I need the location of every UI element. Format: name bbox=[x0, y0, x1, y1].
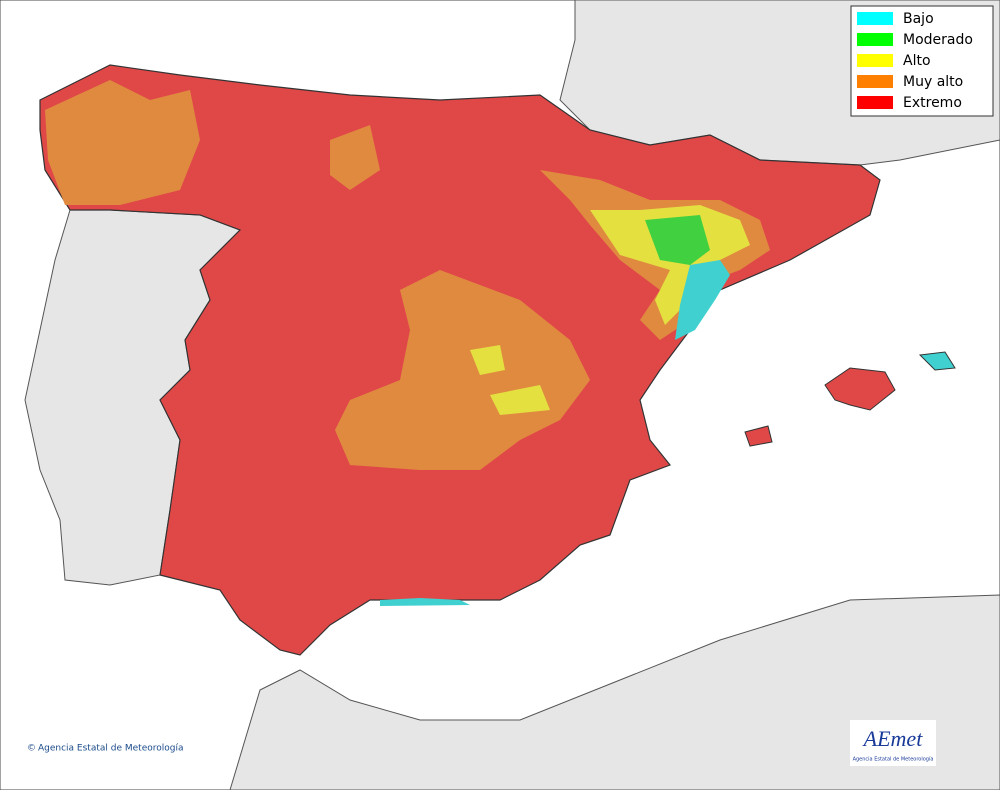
footer-text: Agencia Estatal de Meteorología bbox=[38, 744, 184, 754]
legend-label: Extremo bbox=[903, 95, 962, 111]
legend-swatch bbox=[857, 12, 893, 25]
ebro-green bbox=[645, 215, 710, 265]
center-patch bbox=[335, 270, 590, 470]
menorca bbox=[918, 351, 956, 371]
north-patch bbox=[330, 125, 380, 190]
legend-swatch bbox=[857, 96, 893, 109]
coast-cyan bbox=[675, 260, 730, 340]
legend-swatch bbox=[857, 75, 893, 88]
africa bbox=[229, 594, 1000, 790]
legend-label: Alto bbox=[903, 53, 931, 69]
center-yellow bbox=[470, 345, 550, 415]
ibiza bbox=[744, 425, 773, 447]
logo-box bbox=[850, 720, 936, 766]
mallorca bbox=[824, 367, 896, 411]
legend: Bajo Moderado Alto Muy alto Extremo bbox=[857, 11, 973, 111]
legend-swatch bbox=[857, 33, 893, 46]
copyright-symbol: © bbox=[27, 744, 36, 754]
legend-label: Bajo bbox=[903, 11, 934, 27]
legend-swatch bbox=[857, 54, 893, 67]
ebro-yellow bbox=[590, 205, 750, 325]
logo-subtitle: Agencia Estatal de Meteorología bbox=[853, 756, 934, 763]
legend-label: Muy alto bbox=[903, 74, 963, 90]
logo-name: AEmet bbox=[862, 726, 924, 751]
galicia-patch bbox=[45, 80, 200, 205]
south-cyan bbox=[380, 598, 470, 606]
legend-label: Moderado bbox=[903, 32, 973, 48]
